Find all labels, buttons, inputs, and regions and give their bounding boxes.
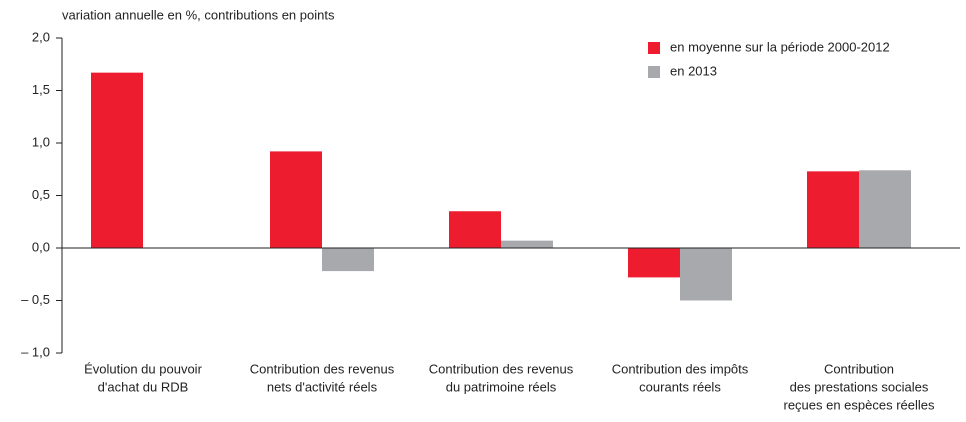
bar bbox=[628, 248, 680, 278]
x-tick-label: d'achat du RDB bbox=[98, 379, 189, 394]
x-tick-label: Contribution des revenus bbox=[250, 361, 395, 376]
y-tick-label: – 1,0 bbox=[21, 344, 50, 359]
bar bbox=[501, 240, 553, 248]
legend-swatch bbox=[648, 66, 660, 78]
y-tick-label: 1,0 bbox=[32, 134, 50, 149]
y-tick-label: – 0,5 bbox=[21, 292, 50, 307]
bar bbox=[807, 171, 859, 248]
legend-swatch bbox=[648, 42, 660, 54]
y-tick-label: 0,5 bbox=[32, 187, 50, 202]
x-tick-label: courants réels bbox=[639, 379, 721, 394]
x-tick-label: des prestations sociales bbox=[790, 379, 929, 394]
x-tick-label: Contribution bbox=[824, 361, 894, 376]
x-tick-label: Contribution des impôts bbox=[612, 361, 749, 376]
x-tick-label: Contribution des revenus bbox=[429, 361, 574, 376]
bar bbox=[270, 151, 322, 248]
bar bbox=[91, 72, 143, 249]
bar bbox=[322, 248, 374, 272]
bar bbox=[449, 211, 501, 248]
chart-title: variation annuelle en %, contributions e… bbox=[62, 7, 335, 22]
bar bbox=[680, 248, 732, 301]
legend-label: en 2013 bbox=[670, 63, 717, 78]
bar bbox=[859, 170, 911, 248]
x-tick-label: du patrimoine réels bbox=[446, 379, 557, 394]
y-tick-label: 1,5 bbox=[32, 82, 50, 97]
y-tick-label: 0,0 bbox=[32, 239, 50, 254]
y-tick-label: 2,0 bbox=[32, 29, 50, 44]
legend-label: en moyenne sur la période 2000-2012 bbox=[670, 39, 890, 54]
x-tick-label: reçues en espèces réelles bbox=[783, 397, 935, 412]
x-tick-label: nets d'activité réels bbox=[267, 379, 378, 394]
x-tick-label: Évolution du pouvoir bbox=[84, 361, 202, 376]
